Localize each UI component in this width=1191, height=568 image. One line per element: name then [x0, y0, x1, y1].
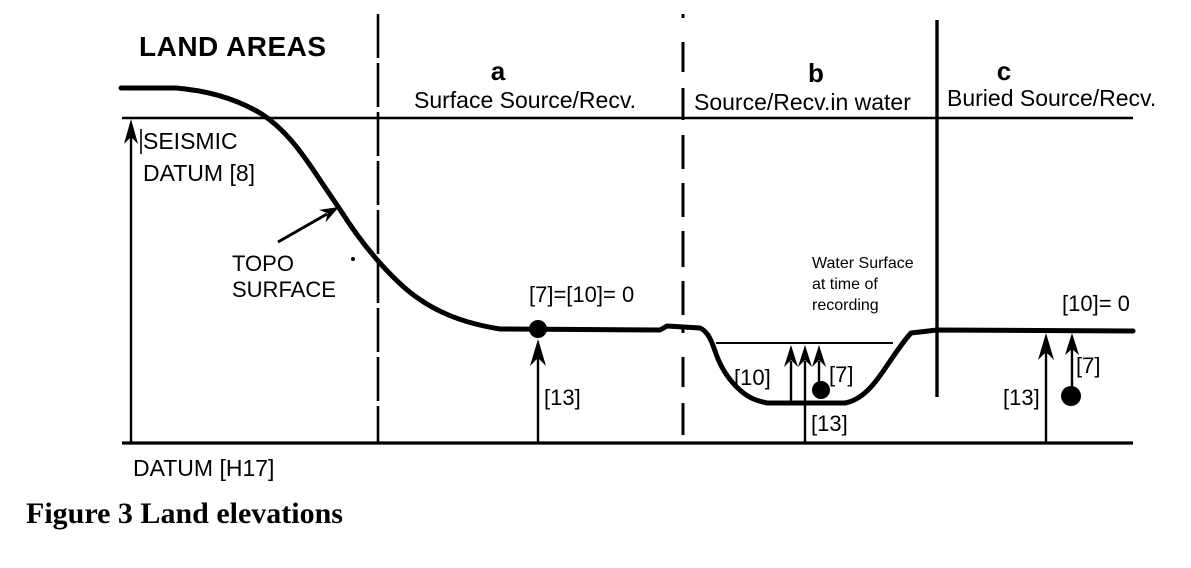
b-7-arrowhead — [812, 345, 826, 367]
topo-surface-label: TOPO SURFACE — [232, 251, 336, 303]
a-elevation-zero-label: [7]=[10]= 0 — [529, 282, 635, 307]
topo-pointer-arrowhead — [319, 207, 339, 223]
b-7-label: [7] — [829, 362, 854, 387]
c-elevation-zero-label: [10]= 0 — [1062, 291, 1130, 316]
c-7-arrowhead — [1065, 333, 1079, 355]
section-a-title: Surface Source/Recv. — [414, 87, 637, 113]
stray-dot — [351, 257, 355, 261]
a-13-label: [13] — [544, 385, 581, 410]
section-a-letter: a — [490, 56, 506, 86]
section-b-title: Source/Recv.in water — [694, 89, 911, 115]
topo-surface-curve — [118, 85, 1136, 406]
a-13-arrowhead — [530, 339, 546, 366]
c-13-arrowhead — [1038, 333, 1054, 360]
water-surface-note-line3: recording — [812, 297, 879, 314]
section-c-letter: c — [996, 56, 1012, 86]
c-7-label: [7] — [1076, 353, 1101, 378]
water-surface-note-line2: at time of — [812, 276, 878, 293]
section-c-title: Buried Source/Recv. — [947, 85, 1157, 111]
topo-surface-label-line2: SURFACE — [232, 277, 336, 302]
b-10-label: [10] — [734, 365, 771, 390]
seismic-datum-label: SEISMIC DATUM [8] — [143, 125, 255, 189]
water-surface-note: Water Surface at time of recording — [812, 253, 914, 316]
bottom-datum-label: DATUM [H17] — [133, 455, 275, 481]
section-b-letter: b — [808, 58, 824, 88]
figure-title: LAND AREAS — [139, 31, 327, 62]
topo-pointer-shaft — [277, 212, 328, 244]
b-13-arrowhead — [798, 345, 812, 367]
water-surface-note-line1: Water Surface — [812, 255, 914, 272]
figure-caption: Figure 3 Land elevations — [26, 497, 343, 530]
source-point-a — [529, 320, 547, 338]
b-10-arrowhead — [784, 345, 798, 367]
seismic-datum-label-line2: DATUM [8] — [143, 160, 256, 186]
c-13-label: [13] — [1003, 385, 1040, 410]
seismic-datum-arrowhead — [124, 119, 138, 144]
b-13-label: [13] — [811, 411, 848, 436]
seismic-datum-label-line1: SEISMIC — [143, 128, 238, 154]
topo-surface-label-line1: TOPO — [232, 251, 294, 276]
source-point-c — [1061, 386, 1081, 406]
source-point-b — [812, 381, 830, 399]
